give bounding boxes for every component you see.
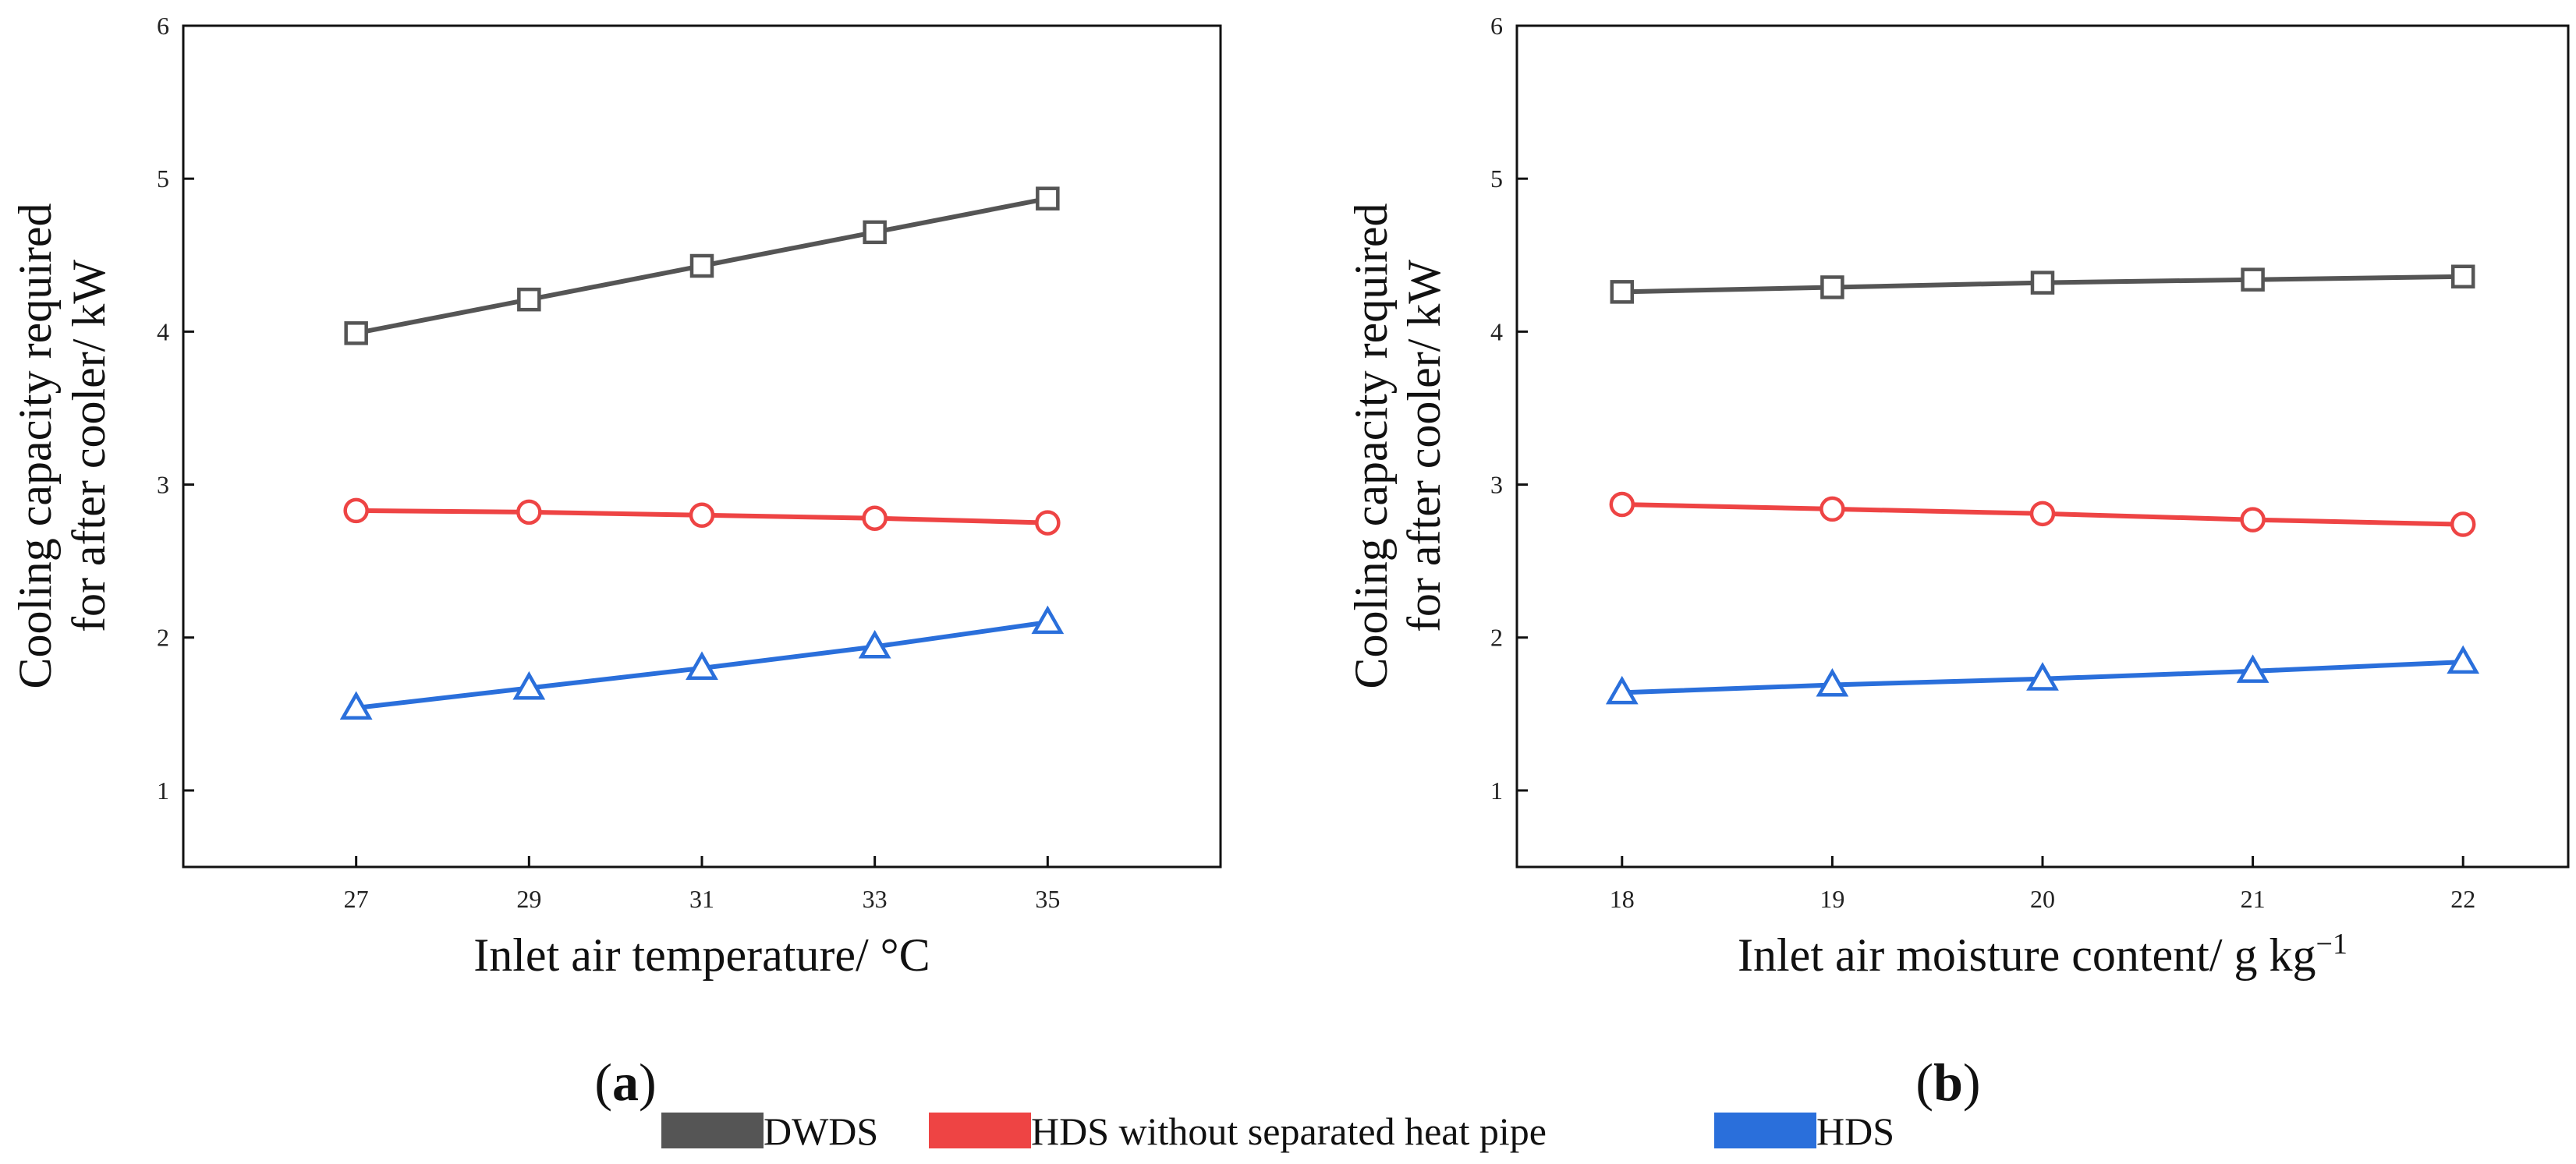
panel-a-x-axis-label: Inlet air temperature/ °C bbox=[473, 929, 930, 981]
panel-b-ytick-label-2: 2 bbox=[1490, 624, 1503, 652]
panel-a-xtick-label-33: 33 bbox=[863, 885, 888, 913]
legend: DWDS HDS without separated heat pipe HDS bbox=[661, 1109, 1894, 1153]
panel-b-point-hds-without-separated-heat-pipe-22 bbox=[2450, 511, 2476, 537]
panel-b-point-dwds-19 bbox=[1820, 275, 1844, 299]
panel-a-point-hds-31 bbox=[686, 651, 718, 680]
panel-a-point-hds-33 bbox=[858, 629, 891, 659]
legend-swatch-hds-without-heat-pipe bbox=[929, 1113, 1031, 1148]
panel-b-point-hds-18 bbox=[1605, 675, 1639, 705]
panel-a-point-hds-without-separated-heat-pipe-27 bbox=[343, 497, 369, 524]
legend-label-hds-without-heat-pipe: HDS without separated heat pipe bbox=[1031, 1109, 1547, 1153]
panel-b-ytick-label-1: 1 bbox=[1490, 777, 1503, 805]
panel-b-point-hds-without-separated-heat-pipe-19 bbox=[1819, 496, 1845, 522]
panel-b-point-hds-21 bbox=[2236, 654, 2270, 683]
panel-a-point-dwds-33 bbox=[863, 220, 887, 245]
panel-a-ytick-label-5: 5 bbox=[157, 165, 169, 193]
panel-b-plot-frame bbox=[1515, 24, 2570, 869]
panel-a-xtick-label-29: 29 bbox=[516, 885, 541, 913]
panel-b-point-dwds-20 bbox=[2030, 271, 2055, 295]
panel-a-point-hds-without-separated-heat-pipe-35 bbox=[1035, 510, 1061, 536]
panel-b-xtick-label-20: 20 bbox=[2030, 885, 2055, 913]
panel-a-ytick-label-6: 6 bbox=[157, 12, 169, 40]
legend-swatch-hds bbox=[1714, 1113, 1816, 1148]
panel-a-xtick-label-35: 35 bbox=[1035, 885, 1060, 913]
chart-panel-a: 1 2 3 4 5 6 27 29 31 33 35 Inlet air temperature/ °… bbox=[9, 12, 1222, 981]
panel-a-xtick-label-31: 31 bbox=[689, 885, 714, 913]
panel-b-y-axis-label-line-2: for after cooler/ kW bbox=[1398, 260, 1450, 632]
panel-a-xtick-label-27: 27 bbox=[344, 885, 369, 913]
panel-a-point-dwds-31 bbox=[689, 253, 714, 278]
panel-a-point-dwds-35 bbox=[1036, 186, 1060, 211]
legend-swatch-dwds bbox=[661, 1113, 764, 1148]
panel-b-xtick-label-21: 21 bbox=[2241, 885, 2266, 913]
legend-label-hds: HDS bbox=[1816, 1109, 1894, 1153]
panel-a-point-hds-35 bbox=[1031, 605, 1065, 635]
panel-b-ytick-label-5: 5 bbox=[1490, 165, 1503, 193]
panel-a-ytick-label-3: 3 bbox=[157, 471, 169, 499]
panel-b-ytick-label-4: 4 bbox=[1490, 317, 1503, 345]
panel-b-ytick-label-3: 3 bbox=[1490, 471, 1503, 499]
panel-a-point-dwds-27 bbox=[344, 321, 368, 345]
panel-b-ytick-label-6: 6 bbox=[1490, 12, 1503, 40]
panel-label-a: (a) bbox=[594, 1053, 656, 1112]
panel-a-y-axis-label-line-2: for after cooler/ kW bbox=[63, 260, 115, 632]
panel-b-point-dwds-21 bbox=[2241, 267, 2265, 292]
panel-b-point-hds-19 bbox=[1816, 668, 1849, 697]
panel-label-b: (b) bbox=[1915, 1053, 1980, 1112]
panel-a-ytick-label-2: 2 bbox=[157, 624, 169, 652]
legend-label-dwds: DWDS bbox=[764, 1109, 878, 1153]
panel-a-point-hds-without-separated-heat-pipe-29 bbox=[516, 499, 542, 525]
panel-a-point-hds-27 bbox=[339, 691, 373, 720]
panel-a-point-hds-without-separated-heat-pipe-31 bbox=[689, 502, 715, 529]
panel-b-point-hds-without-separated-heat-pipe-20 bbox=[2029, 501, 2056, 527]
panel-a-point-hds-29 bbox=[512, 670, 546, 700]
panel-b-x-axis-label: Inlet air moisture content/ g kg−1 bbox=[1738, 928, 2347, 981]
panel-b-xtick-label-19: 19 bbox=[1819, 885, 1844, 913]
panel-b-point-hds-without-separated-heat-pipe-18 bbox=[1609, 491, 1635, 518]
panel-a-point-dwds-29 bbox=[517, 287, 541, 312]
panel-b-point-hds-20 bbox=[2026, 662, 2059, 691]
panel-a-y-axis-label-line-1: Cooling capacity required bbox=[9, 203, 61, 688]
panel-b-point-hds-without-separated-heat-pipe-21 bbox=[2240, 507, 2266, 532]
panel-b-point-dwds-18 bbox=[1610, 280, 1635, 304]
panel-a-ytick-label-4: 4 bbox=[157, 317, 169, 345]
panel-b-xtick-label-18: 18 bbox=[1610, 885, 1635, 913]
panel-b-xtick-label-22: 22 bbox=[2450, 885, 2475, 913]
panel-b-point-hds-22 bbox=[2447, 645, 2480, 674]
chart-panel-b: 1 2 3 4 5 6 18 19 20 21 22 Inlet air moisture conte… bbox=[1345, 12, 2570, 981]
panel-a-point-hds-without-separated-heat-pipe-33 bbox=[862, 505, 888, 531]
panel-a-ytick-label-1: 1 bbox=[157, 777, 169, 805]
panel-b-y-axis-label-line-1: Cooling capacity required bbox=[1345, 203, 1397, 688]
panel-b-point-dwds-22 bbox=[2450, 264, 2475, 288]
panel-a-plot-frame bbox=[182, 24, 1222, 869]
